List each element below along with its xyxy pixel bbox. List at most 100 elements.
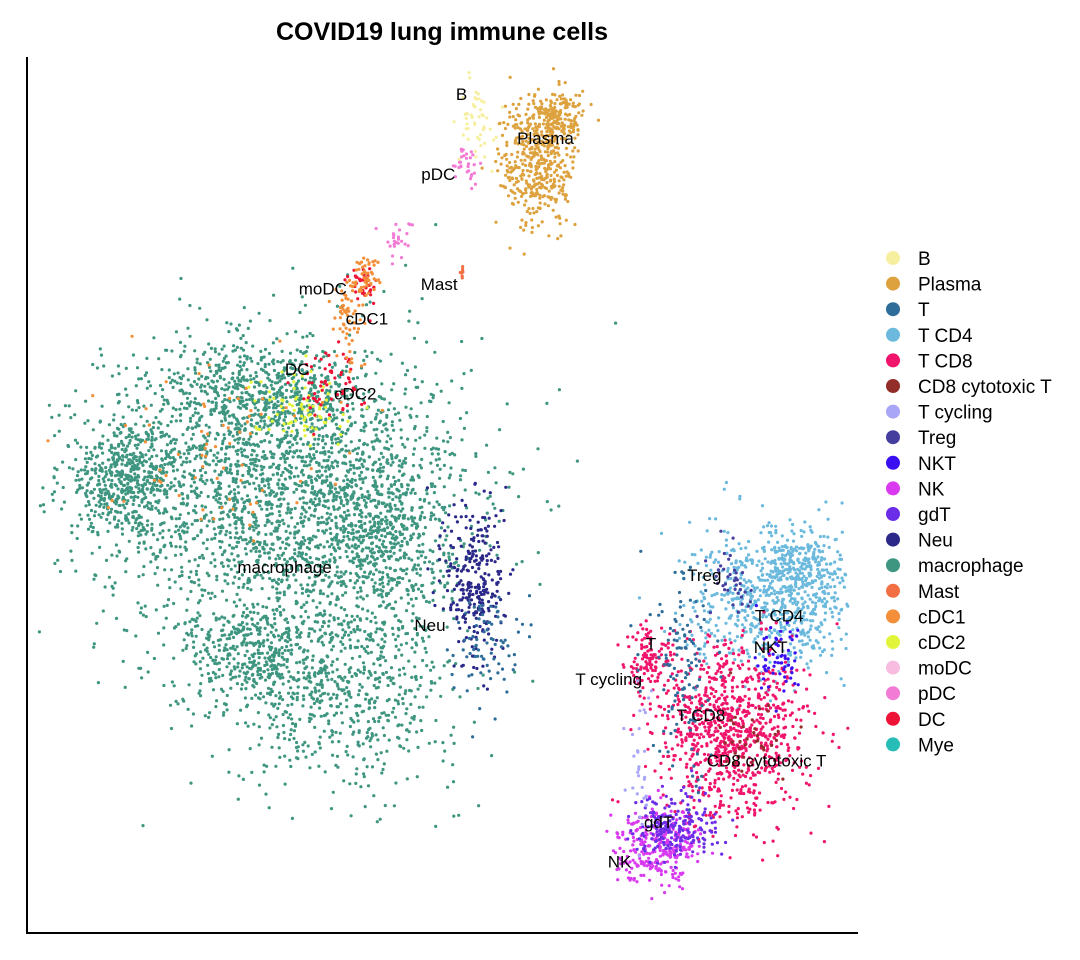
data-point — [128, 462, 132, 466]
data-point — [326, 484, 330, 488]
data-point — [241, 628, 245, 632]
data-point — [374, 568, 378, 572]
data-point — [352, 535, 356, 539]
data-point — [288, 557, 292, 561]
data-point — [357, 689, 361, 693]
data-point — [432, 505, 436, 509]
data-point — [267, 482, 271, 486]
data-point — [359, 486, 363, 491]
data-point — [405, 542, 410, 546]
data-point — [237, 517, 241, 522]
data-point — [266, 668, 270, 672]
data-point — [375, 588, 379, 592]
data-point — [370, 440, 374, 444]
data-point — [239, 447, 243, 451]
data-point — [218, 539, 222, 543]
data-point — [234, 604, 239, 608]
data-point — [340, 688, 344, 693]
data-point — [384, 545, 388, 549]
data-point — [99, 353, 104, 357]
data-point — [284, 529, 288, 534]
data-point — [351, 528, 355, 532]
data-point — [338, 702, 343, 706]
data-point — [378, 419, 382, 423]
data-point — [404, 373, 408, 377]
data-point — [232, 398, 236, 402]
data-point — [241, 526, 245, 530]
data-point — [331, 417, 336, 422]
data-point — [127, 458, 131, 462]
data-point — [344, 444, 348, 448]
data-point — [207, 342, 211, 346]
data-point — [346, 509, 350, 513]
data-point — [353, 478, 357, 482]
data-point — [325, 478, 329, 482]
data-point — [388, 437, 393, 441]
data-point — [93, 445, 97, 449]
data-point — [275, 587, 279, 591]
data-point — [349, 630, 353, 635]
data-point — [130, 453, 134, 457]
data-point — [355, 579, 359, 583]
data-point — [263, 678, 268, 682]
data-point — [327, 506, 331, 510]
data-point — [261, 695, 266, 699]
data-point — [221, 439, 225, 443]
data-point — [131, 491, 135, 495]
data-point — [376, 758, 380, 762]
data-point — [455, 574, 459, 579]
data-point — [283, 557, 287, 562]
data-point — [435, 463, 440, 467]
data-point — [343, 646, 347, 650]
data-point — [86, 527, 91, 531]
data-point — [257, 627, 261, 632]
data-point — [336, 581, 340, 585]
data-point — [385, 749, 389, 753]
data-point — [360, 493, 364, 497]
data-point — [322, 545, 326, 549]
data-point — [352, 586, 356, 590]
data-point — [166, 598, 171, 602]
data-point — [313, 750, 317, 754]
data-point — [444, 559, 448, 563]
data-point — [84, 465, 88, 469]
data-point — [464, 557, 468, 562]
data-point — [232, 344, 236, 348]
data-point — [254, 549, 258, 554]
data-point — [56, 558, 60, 562]
data-point — [219, 486, 223, 490]
data-point — [352, 501, 356, 505]
data-point — [320, 465, 324, 469]
data-point — [98, 490, 103, 494]
data-point — [416, 321, 420, 325]
data-point — [246, 326, 250, 330]
data-point — [188, 334, 192, 338]
data-point — [344, 549, 348, 554]
data-point — [109, 443, 113, 447]
data-point — [113, 474, 117, 478]
data-point — [233, 495, 237, 499]
data-point — [279, 613, 283, 617]
data-point — [459, 474, 463, 478]
data-point — [177, 480, 181, 484]
data-point — [248, 374, 253, 378]
data-point — [340, 636, 345, 640]
data-point — [324, 573, 328, 577]
data-point — [320, 481, 324, 485]
data-point — [185, 608, 189, 612]
data-point — [172, 506, 176, 510]
data-point — [115, 469, 119, 473]
data-point — [127, 427, 131, 431]
data-point — [485, 443, 489, 447]
data-point — [178, 513, 182, 517]
data-point — [335, 304, 339, 308]
data-point — [402, 472, 406, 476]
data-point — [281, 651, 285, 655]
data-point — [481, 673, 485, 677]
data-point — [202, 514, 206, 518]
data-point — [474, 454, 478, 458]
data-point — [357, 729, 361, 733]
data-point — [125, 629, 129, 633]
data-point — [205, 450, 209, 454]
data-point — [200, 593, 205, 598]
